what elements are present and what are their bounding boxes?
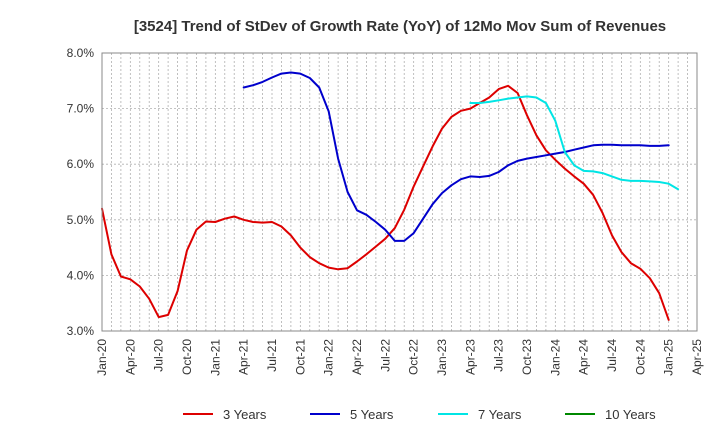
x-tick-label: Jul-21 xyxy=(265,339,279,372)
axes: 3.0% 4.0% 5.0% 6.0% 7.0% 8.0% Jan-20 Apr-20 Jul-… xyxy=(67,46,704,376)
y-tick-label: 6.0% xyxy=(67,157,95,171)
x-tick-label: Apr-21 xyxy=(237,339,251,375)
legend-label: 5 Years xyxy=(350,407,394,422)
x-tick-label: Apr-25 xyxy=(690,339,704,375)
plot-area xyxy=(102,53,697,331)
x-tick-label: Jan-22 xyxy=(322,339,336,376)
y-tick-label: 8.0% xyxy=(67,46,95,60)
x-tick-label: Jul-22 xyxy=(378,339,392,372)
x-tick-label: Jul-20 xyxy=(152,339,166,372)
x-tick-label: Apr-24 xyxy=(577,339,591,375)
series-line xyxy=(101,84,670,321)
legend-label: 7 Years xyxy=(478,407,522,422)
x-tick-label: Jan-23 xyxy=(435,339,449,376)
x-tick-label: Jan-20 xyxy=(95,339,109,376)
x-tick-label: Oct-21 xyxy=(293,339,307,375)
series-line xyxy=(469,95,680,191)
legend-label: 10 Years xyxy=(605,407,656,422)
y-tick-label: 3.0% xyxy=(67,324,95,338)
series-line xyxy=(242,71,670,242)
legend: 3 Years 5 Years 7 Years 10 Years xyxy=(183,407,656,422)
chart-title: [3524] Trend of StDev of Growth Rate (Yo… xyxy=(134,18,666,35)
legend-label: 3 Years xyxy=(223,407,267,422)
y-tick-label: 7.0% xyxy=(67,102,95,116)
plot-frame xyxy=(101,52,698,332)
y-tick-label: 4.0% xyxy=(67,268,95,282)
x-tick-label: Apr-22 xyxy=(350,339,364,375)
x-tick-label: Apr-20 xyxy=(123,339,137,375)
x-tick-label: Apr-23 xyxy=(463,339,477,375)
series-layer xyxy=(101,71,680,321)
x-tick-label: Jan-21 xyxy=(208,339,222,376)
x-tick-label: Oct-24 xyxy=(633,339,647,375)
x-tick-label: Oct-23 xyxy=(520,339,534,375)
y-tick-label: 5.0% xyxy=(67,213,95,227)
x-tick-label: Jan-25 xyxy=(662,339,676,376)
x-tick-label: Oct-22 xyxy=(407,339,421,375)
x-tick-label: Jul-24 xyxy=(605,339,619,372)
x-tick-label: Oct-20 xyxy=(180,339,194,375)
x-tick-label: Jan-24 xyxy=(548,339,562,376)
plot-background xyxy=(102,53,697,331)
x-tick-label: Jul-23 xyxy=(492,339,506,372)
